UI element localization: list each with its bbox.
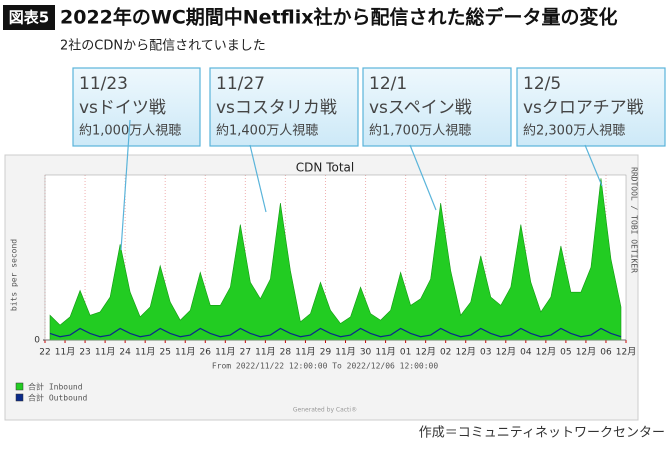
x-tick-label: 11月 [215,347,235,358]
legend-label: 合計 Inbound [28,382,83,392]
chart-title: CDN Total [296,161,354,175]
legend-swatch [15,382,24,391]
pointer [409,144,437,211]
area [49,178,622,341]
callout-viewers: 約1,400万人視聴 [216,124,318,139]
x-tick-label: 22 [39,348,50,358]
legend-swatch [15,393,24,402]
source: 作成＝コミュニティネットワークセンター [419,426,665,441]
x-tick-label: 23 [79,348,90,358]
y-tick-label: 0 [34,336,40,346]
x-tick-label: 12月 [536,347,556,358]
x-tick-label: 27 [240,348,251,358]
plot-frame [44,174,627,341]
x-tick-label: 25 [159,348,170,358]
x-tick-label: 11月 [55,347,75,358]
x-tick-label: 11月 [375,347,395,358]
callout-viewers: 約2,300万人視聴 [523,124,625,139]
pointer [249,144,267,213]
x-tick-label: 05 [560,348,571,358]
x-tick-label: 24 [119,348,131,358]
x-tick-label: 11月 [95,347,115,358]
x-tick-label: 11月 [295,347,315,358]
callout-box [516,67,666,147]
pointer [120,119,131,251]
callout-viewers: 約1,000万人視聴 [79,124,181,139]
x-tick-label: 26 [200,348,212,358]
subtitle: 2社のCDNから配信されていました [60,38,266,54]
plot [43,174,627,343]
callout-date: 12/5 [523,74,561,94]
legend-label: 合計 Outbound [28,393,88,403]
x-tick-label: 11月 [255,347,275,358]
x-tick-label: 12月 [455,347,475,358]
callout-match: vsスペイン戦 [369,98,472,118]
x-tick-label: 29 [320,348,332,358]
badge-bg [3,5,55,30]
side-text: RRDTOOL / TOBI OETIKER [630,167,639,273]
x-tick-label: 11月 [135,347,155,358]
x-tick-label: 30 [360,348,372,358]
x-tick-label: 01 [400,348,411,358]
x-tick-label: 03 [480,348,491,358]
x-tick-label: 28 [280,348,292,358]
callout-box [72,67,201,147]
x-tick-label: 02 [440,348,451,358]
callout-date: 11/23 [79,74,128,94]
pointer [584,144,603,187]
x-tick-label: 04 [520,348,532,358]
badge: 図表5 [9,9,49,27]
callout-box [362,67,512,147]
x-tick-label: 12月 [576,347,596,358]
x-tick-label: 11月 [335,347,355,358]
callout-match: vsドイツ戦 [79,98,166,118]
x-tick-label: 12月 [616,347,636,358]
range-text: From 2022/11/22 12:00:00 To 2022/12/06 1… [212,362,439,371]
x-tick-label: 06 [600,348,612,358]
y-label: bits per second [10,239,19,311]
footer: Generated by Cacti® [293,407,357,414]
page-title: 2022年のWC期間中Netflix社から配信された総データ量の変化 [60,6,618,29]
line [49,327,622,338]
x-tick-label: 12月 [415,347,435,358]
callout-match: vsコスタリカ戦 [216,98,337,118]
callout-date: 11/27 [216,74,265,94]
callout-match: vsクロアチア戦 [523,98,644,118]
callout-box [209,67,359,147]
x-tick-label: 11月 [175,347,195,358]
callout-viewers: 約1,700万人視聴 [369,124,471,139]
pointers [120,119,603,251]
x-tick-label: 12月 [496,347,516,358]
callout-date: 12/1 [369,74,407,94]
